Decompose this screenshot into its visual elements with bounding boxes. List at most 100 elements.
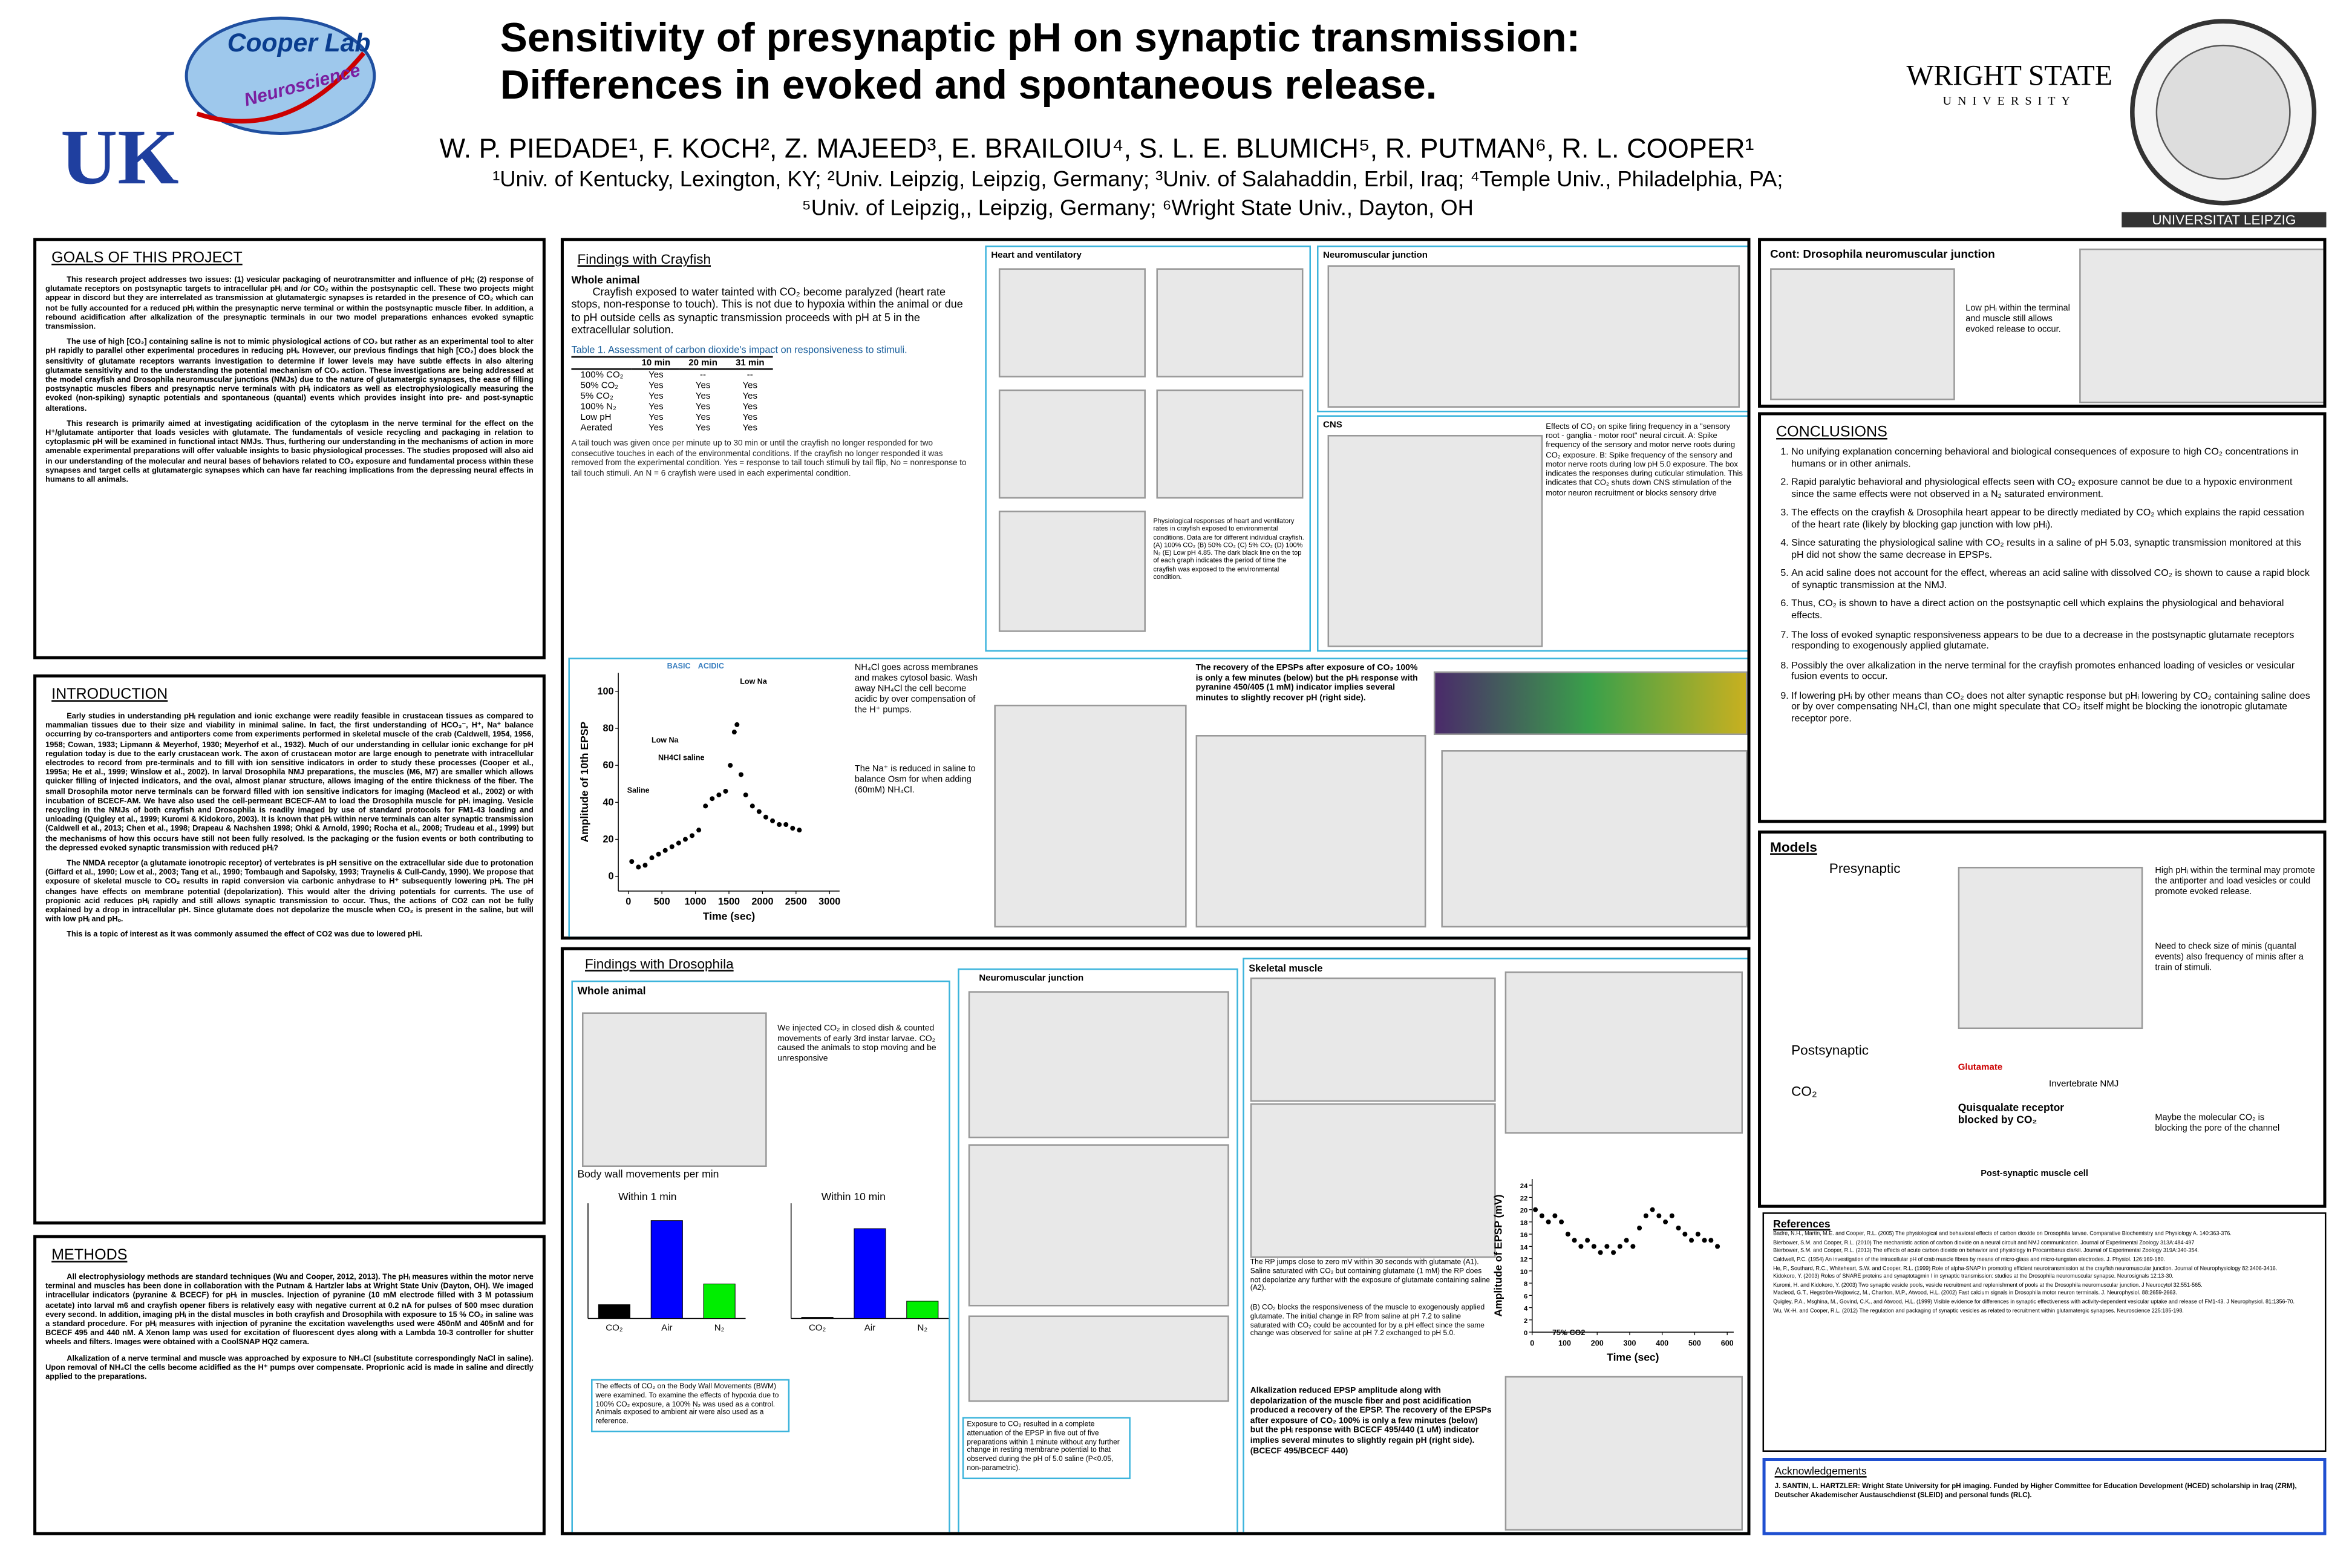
- conclusion: Possibly the over alkalization in the ne…: [1791, 660, 2314, 683]
- heart-panel: Heart and ventilatory Physiological resp…: [985, 245, 1311, 652]
- data-point: [1682, 1232, 1688, 1237]
- annotation: Saline: [627, 786, 650, 795]
- data-point: [1656, 1213, 1662, 1218]
- data-point: [636, 864, 641, 870]
- cell: [571, 357, 632, 369]
- reference: Macleod, G.T., Hegström-Wojtowicz, M., C…: [1773, 1290, 2177, 1296]
- data-point: [1546, 1219, 1551, 1224]
- panel-title: Heart and ventilatory: [991, 251, 1082, 261]
- data-point: [629, 859, 635, 864]
- y-tick-label: 6: [1524, 1293, 1527, 1300]
- plot-image: [968, 1315, 1229, 1402]
- data-point: [777, 822, 782, 828]
- y-tick-label: 20: [603, 834, 614, 844]
- logo-text: UNIVERSITY: [1942, 94, 2076, 108]
- data-point: [738, 772, 743, 777]
- subheading: Whole animal: [571, 275, 640, 287]
- cell: Yes: [648, 370, 664, 380]
- goals-box: GOALS OF THIS PROJECT This research proj…: [33, 238, 546, 659]
- x-tick-label: 1000: [684, 897, 706, 907]
- data-point: [696, 828, 702, 833]
- x-tick-label: 500: [1688, 1339, 1701, 1348]
- methods-box: METHODS All electrophysiology methods ar…: [33, 1235, 546, 1535]
- caption: High pHᵢ within the terminal may promote…: [2155, 866, 2316, 897]
- data-point: [756, 809, 762, 814]
- bar: [854, 1228, 886, 1319]
- heading: CONCLUSIONS: [1776, 424, 1887, 442]
- data-point: [1624, 1238, 1629, 1243]
- table: 10 min 20 min 31 min 100% CO₂ Yes -- -- 50% CO₂…: [571, 356, 774, 434]
- data-point: [1533, 1207, 1538, 1212]
- data-point: [790, 826, 795, 831]
- data-point: [1643, 1213, 1648, 1218]
- text: J. SANTIN, L. HARTZLER: Wright State Uni…: [1774, 1482, 2297, 1498]
- caption: Maybe the molecular CO₂ is blocking the …: [2155, 1114, 2280, 1134]
- cell: Yes: [695, 391, 711, 401]
- x-tick-label: CO₂: [606, 1323, 623, 1333]
- heading: INTRODUCTION: [51, 686, 168, 704]
- heading: Findings with Drosophila: [585, 956, 734, 972]
- caption: Need to check size of minis (quantal eve…: [2155, 942, 2304, 973]
- conclusion: Thus, CO₂ is shown to have a direct acti…: [1791, 599, 2314, 622]
- data-point: [1715, 1244, 1720, 1249]
- y-tick-label: 40: [603, 797, 614, 808]
- plot-image: [1195, 735, 1426, 928]
- title: Sensitivity of presynaptic pH on synapti…: [500, 15, 1580, 109]
- table-caption: Table 1. Assessment of carbon dioxide's …: [571, 345, 907, 357]
- label: Glutamate: [1958, 1063, 2003, 1073]
- y-tick-label: 2: [1524, 1318, 1527, 1325]
- data-point: [716, 792, 722, 798]
- conclusion: Since saturating the physiological salin…: [1791, 538, 2314, 561]
- y-axis-label: Amplitude of 10th EPSP: [578, 722, 590, 843]
- paragraph: All electrophysiology methods are standa…: [45, 1273, 534, 1348]
- data-point: [1676, 1226, 1681, 1231]
- acknowledgements-box: Acknowledgements J. SANTIN, L. HARTZLER:…: [1762, 1458, 2327, 1535]
- table-header: 10 min 20 min 31 min: [571, 357, 774, 370]
- reference: Wu, W.-H. and Cooper, R.L. (2012) The re…: [1773, 1307, 2184, 1314]
- cell: Yes: [695, 413, 711, 423]
- bar: [906, 1301, 939, 1319]
- diagram-image: [1770, 268, 1955, 400]
- caption: NH₄Cl goes across membranes and makes cy…: [854, 664, 978, 715]
- annotation: BASIC: [667, 662, 691, 670]
- x-tick-label: 200: [1591, 1339, 1604, 1348]
- data-point: [1604, 1244, 1610, 1249]
- paragraphs: This research project addresses two issu…: [45, 276, 534, 485]
- reference: Kidokoro, Y. (2003) Roles of SNARE prote…: [1773, 1273, 2174, 1279]
- trace-image: [1327, 434, 1543, 647]
- conclusion: The loss of evoked synaptic responsivene…: [1791, 630, 2314, 653]
- paragraph: The NMDA receptor (a glutamate ionotropi…: [45, 859, 534, 925]
- conclusion: No unifying explanation concerning behav…: [1791, 447, 2314, 470]
- x-tick-label: 400: [1656, 1339, 1668, 1348]
- data-point: [710, 796, 715, 802]
- chart-title: Within 10 min: [822, 1191, 886, 1203]
- label: Post-synaptic muscle cell: [1981, 1170, 2088, 1180]
- cell: 50% CO₂: [580, 381, 619, 391]
- y-tick-label: 14: [1520, 1244, 1528, 1251]
- data-point: [703, 803, 708, 809]
- data-point: [797, 828, 802, 833]
- heading: Findings with Crayfish: [577, 251, 711, 267]
- plot-image: [1156, 268, 1304, 377]
- annotation: NH4Cl saline: [658, 754, 705, 762]
- data-point: [728, 763, 733, 768]
- conclusion: If lowering pHᵢ by other means than CO₂ …: [1791, 691, 2314, 725]
- cell: Yes: [742, 402, 758, 412]
- bar: [650, 1220, 683, 1319]
- larvae-image: [581, 1012, 767, 1168]
- wright-logo: WRIGHT STATE UNIVERSITY: [1907, 60, 2112, 108]
- data-point: [1559, 1219, 1564, 1224]
- cell: Yes: [695, 402, 711, 412]
- paragraph: This is a topic of interest as it was co…: [67, 931, 423, 941]
- data-point: [1585, 1238, 1590, 1243]
- annotation: ACIDIC: [698, 662, 724, 670]
- drosophila-box: Findings with Drosophila Whole animal We…: [560, 947, 1751, 1535]
- plot-image: [968, 1144, 1229, 1307]
- caption: The RP jumps close to zero mV within 30 …: [1250, 1259, 1490, 1293]
- heading: References: [1773, 1220, 1831, 1231]
- table-row: 100% N₂ Yes Yes Yes: [571, 402, 773, 413]
- plot-image: [1504, 971, 1743, 1134]
- logo-text: UK: [60, 115, 179, 202]
- plot-image: [1250, 1103, 1496, 1258]
